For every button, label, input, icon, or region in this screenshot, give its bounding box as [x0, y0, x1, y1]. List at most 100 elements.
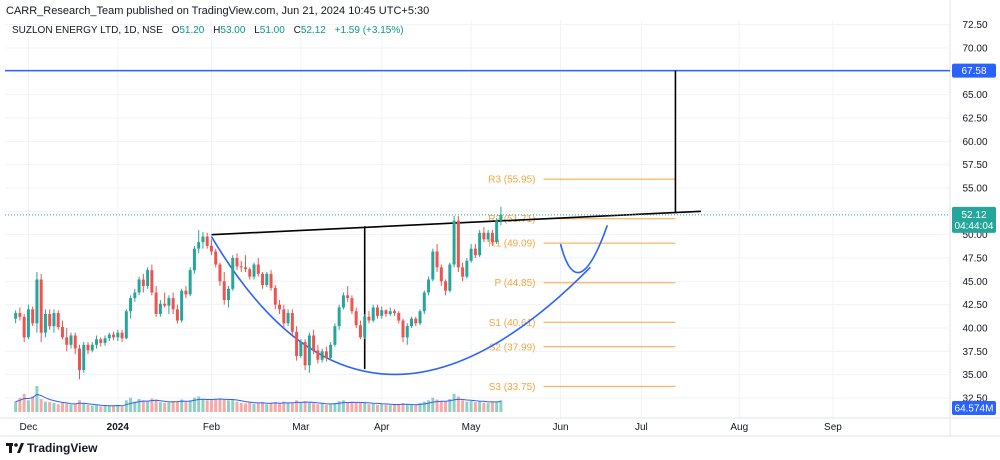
candle — [350, 295, 354, 314]
volume-bar — [239, 402, 243, 412]
candle-body — [116, 332, 120, 338]
candle — [273, 285, 277, 310]
candle-body — [235, 258, 239, 267]
candle-body — [82, 344, 86, 370]
price-axis-label: 62.50 — [962, 114, 987, 125]
candle — [320, 348, 324, 363]
candle-body — [341, 295, 345, 308]
candle — [52, 309, 56, 333]
candle — [299, 339, 303, 358]
tradingview-logo[interactable]: TradingView — [6, 441, 97, 455]
candle — [363, 314, 367, 340]
candle — [278, 300, 282, 314]
volume-bar — [252, 403, 256, 412]
pattern-drawings[interactable] — [210, 70, 702, 376]
volume-bar — [35, 386, 39, 412]
volume-bar — [69, 404, 73, 412]
candle — [154, 286, 158, 317]
volume-bar — [320, 403, 324, 412]
candle-body — [312, 335, 316, 351]
candle — [393, 309, 396, 316]
candle — [316, 344, 320, 364]
candle-body — [248, 269, 252, 277]
price-axis-label: 32.50 — [962, 394, 987, 405]
candle — [167, 295, 171, 314]
volume-bar — [26, 400, 30, 412]
volume-bar — [452, 393, 456, 412]
candle-body — [388, 311, 392, 314]
candle-body — [371, 307, 375, 321]
candle-body — [414, 318, 418, 324]
volume-bar — [341, 400, 345, 412]
candle-body — [410, 318, 414, 327]
volume-bar — [248, 402, 252, 412]
volume-bar — [431, 397, 435, 412]
candle — [324, 346, 328, 362]
candle — [261, 272, 265, 289]
candle — [431, 248, 435, 282]
candle-body — [358, 325, 362, 338]
volume-bar — [337, 401, 341, 412]
price-axis-label: 42.50 — [962, 300, 987, 311]
volume-bar — [158, 402, 162, 412]
candle-body — [129, 298, 133, 312]
volume-bar — [112, 405, 116, 412]
candle — [461, 262, 465, 282]
volume-bar — [282, 401, 286, 412]
candle-body — [244, 267, 247, 270]
volume-bar — [205, 400, 209, 412]
volume-bar — [235, 401, 239, 412]
candle — [435, 244, 439, 272]
volume-bar — [495, 401, 499, 412]
volume-bar — [39, 399, 43, 412]
pivot-levels: R3 (55.95)R2 (51.71)R1 (49.09)P (44.85)S… — [488, 175, 676, 393]
volume-bar — [90, 405, 94, 412]
candle-body — [22, 316, 26, 338]
pivot-label-p: P (44.85) — [495, 278, 536, 289]
volume-bar — [95, 405, 99, 412]
price-axis-label: 35.00 — [962, 370, 987, 381]
cup-curve[interactable] — [210, 236, 591, 376]
volume-bar — [124, 400, 128, 412]
candle — [82, 342, 86, 373]
time-axis[interactable]: Dec 2024 Feb Mar Apr May Jun Jul Aug Sep — [20, 422, 843, 433]
candle — [197, 230, 201, 254]
candlesticks — [14, 206, 503, 380]
time-axis-label: Jun — [552, 422, 568, 433]
candle — [158, 300, 162, 317]
candle-body — [171, 298, 175, 310]
candle — [175, 304, 179, 324]
volume-bar — [303, 401, 307, 412]
candle-body — [269, 273, 273, 288]
candle — [201, 231, 205, 249]
time-axis-label: May — [462, 422, 481, 433]
candle — [209, 239, 213, 256]
candle-body — [431, 251, 435, 280]
candle — [129, 295, 133, 319]
candle — [171, 292, 175, 314]
volume-bar — [86, 404, 90, 412]
volume-tag — [952, 401, 996, 415]
symbol-name: SUZLON ENERGY LTD, 1D, NSE — [12, 25, 163, 36]
volume-bar — [371, 403, 375, 412]
candle-body — [56, 313, 60, 328]
candle — [48, 309, 52, 330]
last-price-tag — [952, 206, 996, 233]
candle — [235, 253, 239, 271]
candle — [439, 264, 443, 286]
handle-curve[interactable] — [559, 225, 609, 274]
candle-body — [35, 279, 39, 324]
candle-body — [397, 313, 401, 321]
volume-bar — [129, 397, 133, 412]
volume-bar — [278, 403, 282, 412]
price-axis[interactable]: 72.50 70.00 65.00 62.50 60.00 57.50 55.00 50.00… — [962, 20, 987, 404]
neckline-trendline[interactable] — [211, 210, 702, 236]
volume-bar — [346, 402, 350, 412]
candle-body — [444, 281, 448, 291]
volume-bar — [456, 396, 460, 412]
volume-bar — [244, 403, 247, 412]
candle-body — [282, 309, 286, 324]
volume-bar — [82, 402, 86, 412]
candle — [452, 216, 456, 268]
